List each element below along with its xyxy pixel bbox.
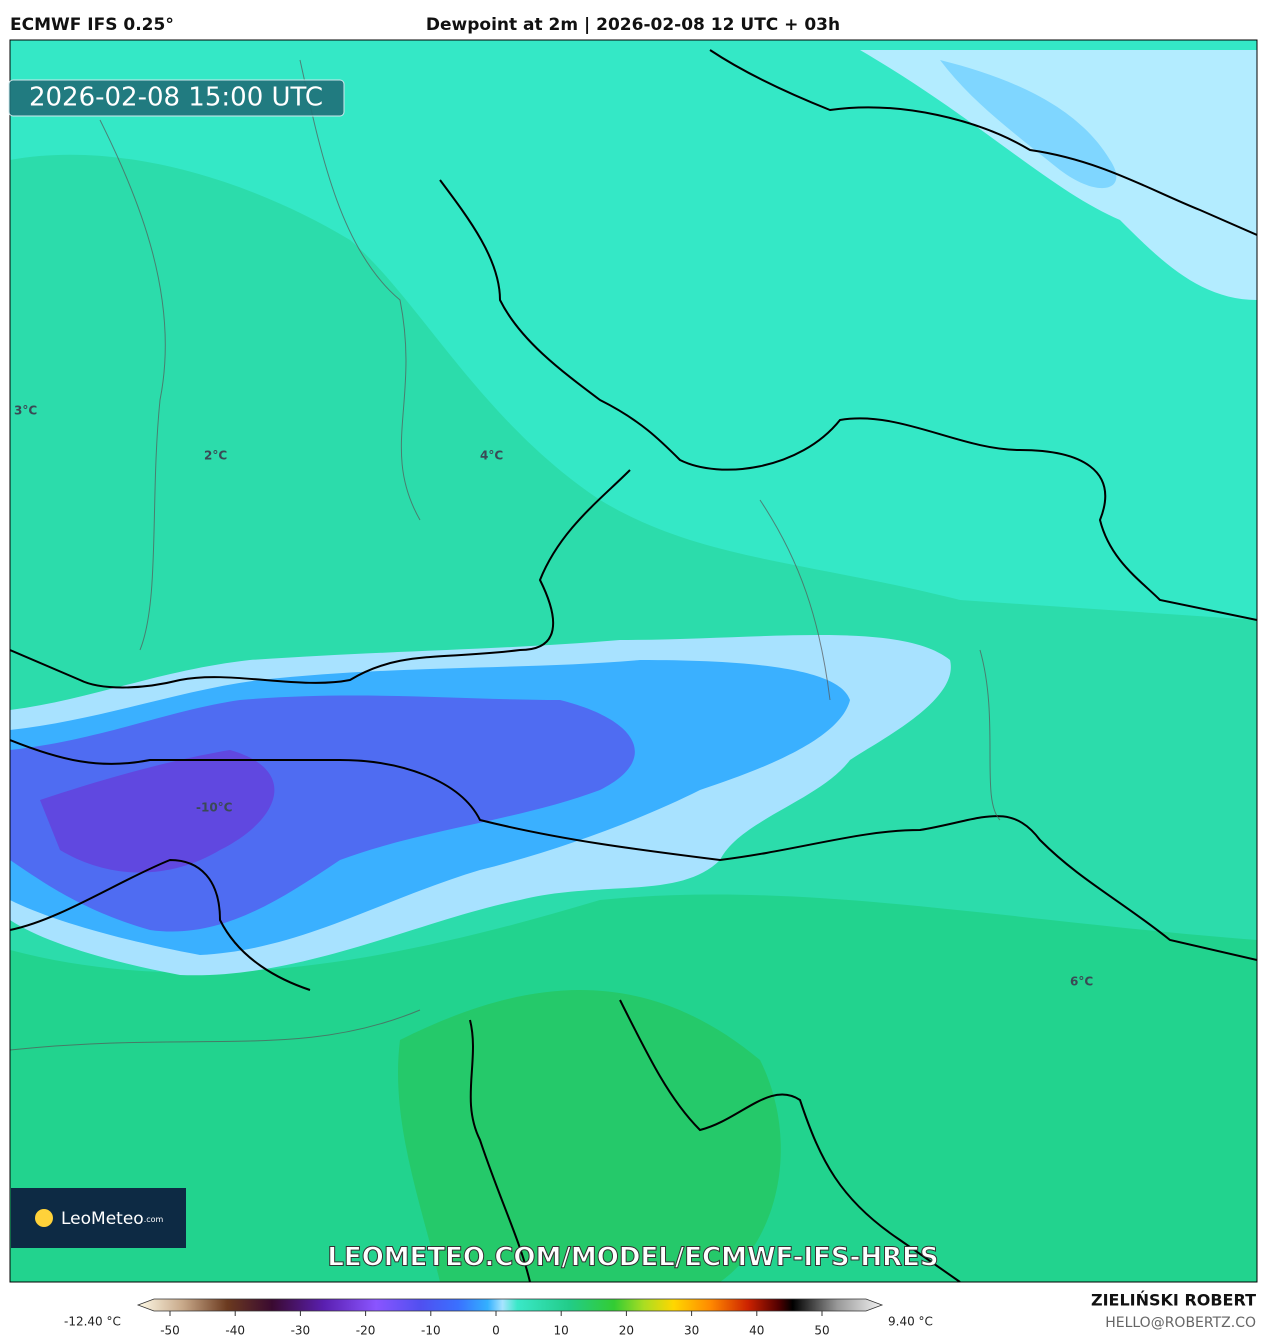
contour-label: 2°C [204, 449, 227, 463]
field-zone [40, 750, 275, 873]
model-name: ECMWF IFS 0.25° [10, 15, 174, 35]
colorbar-tick-label: -30 [291, 1324, 311, 1338]
logo-sun [35, 1209, 53, 1227]
colorbar-tick-label: 10 [554, 1324, 569, 1338]
border [979, 649, 1001, 821]
colorbar: -50 -40 -30 -20 -10 0 10 20 30 40 50 [136, 1298, 884, 1338]
border [10, 469, 631, 689]
time-badge [8, 79, 345, 117]
valid-time: 2026-02-08 15:00 UTC [29, 83, 323, 113]
map-frame [9, 39, 1258, 1283]
field-zone [10, 695, 635, 932]
colorbar-tick-label: -10 [421, 1324, 441, 1338]
border [99, 119, 166, 651]
field-zone [940, 60, 1117, 189]
contour-label: -10°C [196, 801, 233, 815]
logo-brand: LeoMeteo [61, 1209, 144, 1229]
region-borders [10, 59, 1001, 1051]
colorbar-tick-label: 30 [684, 1324, 699, 1338]
border [439, 179, 1257, 621]
field-zone [398, 990, 781, 1282]
border [299, 59, 421, 521]
colorbar-tick-label: -20 [356, 1324, 376, 1338]
border [759, 499, 831, 701]
contour-label: 6°C [1070, 975, 1093, 989]
logo-text: LeoMeteo.com [61, 1209, 164, 1229]
colorbar-tick-label: -40 [225, 1324, 245, 1338]
colorbar-tick-label: -50 [160, 1324, 180, 1338]
colorbar-ramp [136, 1298, 884, 1312]
coast [469, 1019, 531, 1282]
colorbar-tick-label: 40 [749, 1324, 764, 1338]
field-zone [860, 50, 1257, 300]
colorbar-tick-label: 20 [619, 1324, 634, 1338]
contour-label: 3°C [14, 404, 37, 418]
coast [619, 999, 961, 1282]
colorbar-tick-label: 50 [814, 1324, 829, 1338]
contact: HELLO@ROBERTZ.CO [1105, 1315, 1256, 1331]
author: ZIELIŃSKI ROBERT [1091, 1291, 1256, 1310]
border [10, 739, 1257, 961]
border [10, 1009, 421, 1051]
map-field [10, 40, 1257, 1282]
border [10, 858, 311, 991]
map-title: Dewpoint at 2m | 2026-02-08 12 UTC + 03h [426, 15, 840, 35]
contour-label: 4°C [480, 449, 503, 463]
country-borders [10, 49, 1257, 1282]
border [709, 49, 1257, 236]
colorbar-tick-label: 0 [492, 1324, 500, 1338]
colorbar-max: 9.40 °C [888, 1315, 933, 1329]
logo-suffix: .com [144, 1215, 164, 1224]
source-url: LEOMETEO.COM/MODEL/ECMWF-IFS-HRES [327, 1243, 938, 1273]
colorbar-min: -12.40 °C [64, 1315, 121, 1329]
